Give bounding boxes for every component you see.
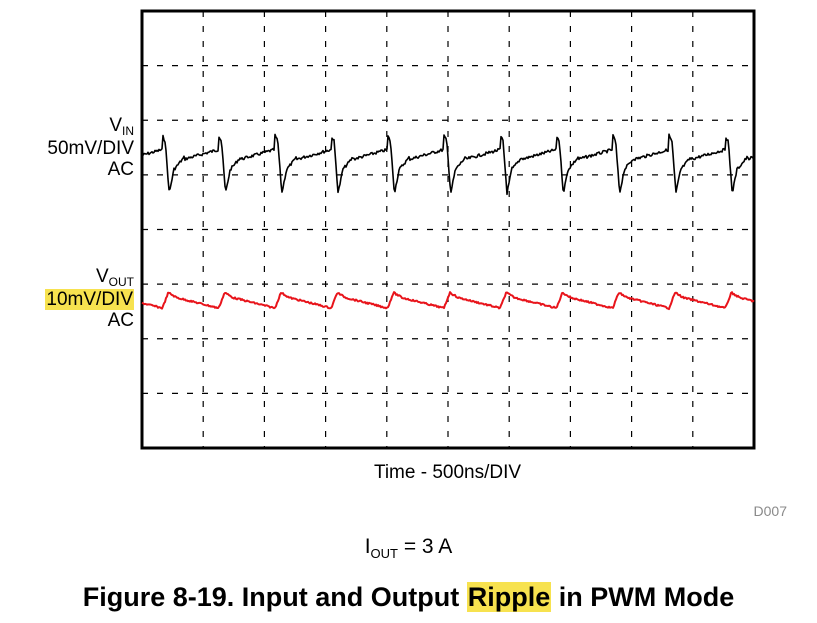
- x-axis-label: Time - 500ns/DIV: [373, 462, 522, 483]
- vout-trace: [141, 291, 755, 311]
- figure-caption: Figure 8-19. Input and Output Ripple in …: [82, 582, 735, 612]
- plot-frame: [140, 9, 756, 450]
- vin-channel-label: VIN 50mV/DIV AC: [47, 115, 134, 180]
- document-id: D007: [753, 503, 787, 519]
- grid-lines: [142, 11, 754, 448]
- vout-channel-label: VOUT 10mV/DIV AC: [45, 266, 134, 331]
- vin-trace: [142, 133, 755, 196]
- oscilloscope-plot: [140, 9, 756, 450]
- test-condition: IOUT = 3 A: [364, 535, 453, 561]
